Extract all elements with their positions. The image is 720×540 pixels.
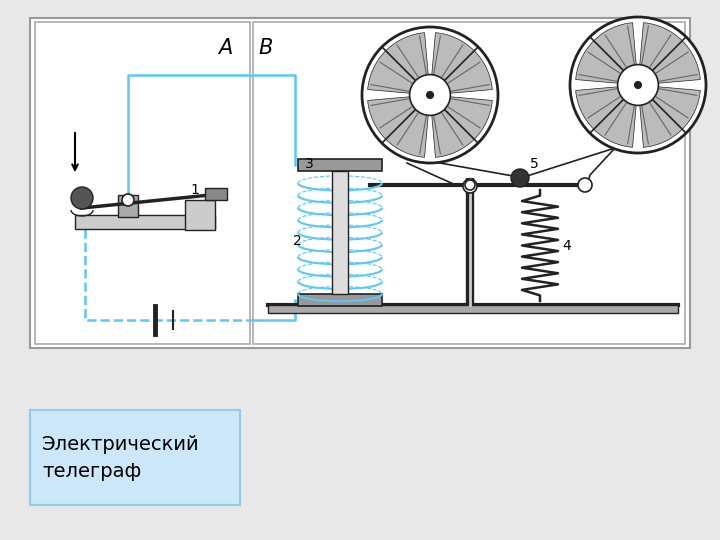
Circle shape [634,81,642,89]
Wedge shape [638,85,658,105]
Circle shape [618,65,658,105]
Text: 2: 2 [293,234,302,248]
Wedge shape [638,85,701,147]
Text: B: B [258,38,272,58]
Text: Электрический
телеграф: Электрический телеграф [42,435,199,481]
Text: A: A [218,38,233,58]
Circle shape [410,75,451,116]
Wedge shape [410,75,430,95]
Wedge shape [576,23,638,85]
Wedge shape [430,95,492,157]
Bar [268,305,678,313]
Bar [75,215,215,229]
Text: 4: 4 [562,239,571,253]
Bar [118,195,138,217]
Text: 5: 5 [530,157,539,171]
Wedge shape [618,65,638,85]
Circle shape [463,179,477,193]
Bar [332,171,348,294]
Wedge shape [618,85,638,105]
Wedge shape [576,85,638,147]
Wedge shape [368,95,430,157]
Circle shape [511,169,529,187]
Circle shape [71,187,93,209]
Circle shape [570,17,706,153]
Bar [35,22,250,344]
Wedge shape [638,23,701,85]
Wedge shape [638,65,658,85]
Bar [185,200,215,230]
Wedge shape [430,95,450,116]
Wedge shape [410,95,430,116]
Circle shape [578,178,592,192]
Circle shape [122,194,134,206]
Bar [30,410,240,505]
Circle shape [362,27,498,163]
Wedge shape [368,33,430,95]
Bar [298,294,382,306]
Wedge shape [430,75,450,95]
Bar [205,188,227,200]
Bar [253,22,685,344]
Circle shape [426,91,434,99]
Bar [298,159,382,171]
Wedge shape [430,33,492,95]
Text: 3: 3 [305,157,314,171]
Text: 1: 1 [190,183,199,197]
Bar [30,18,690,348]
Circle shape [465,180,475,190]
